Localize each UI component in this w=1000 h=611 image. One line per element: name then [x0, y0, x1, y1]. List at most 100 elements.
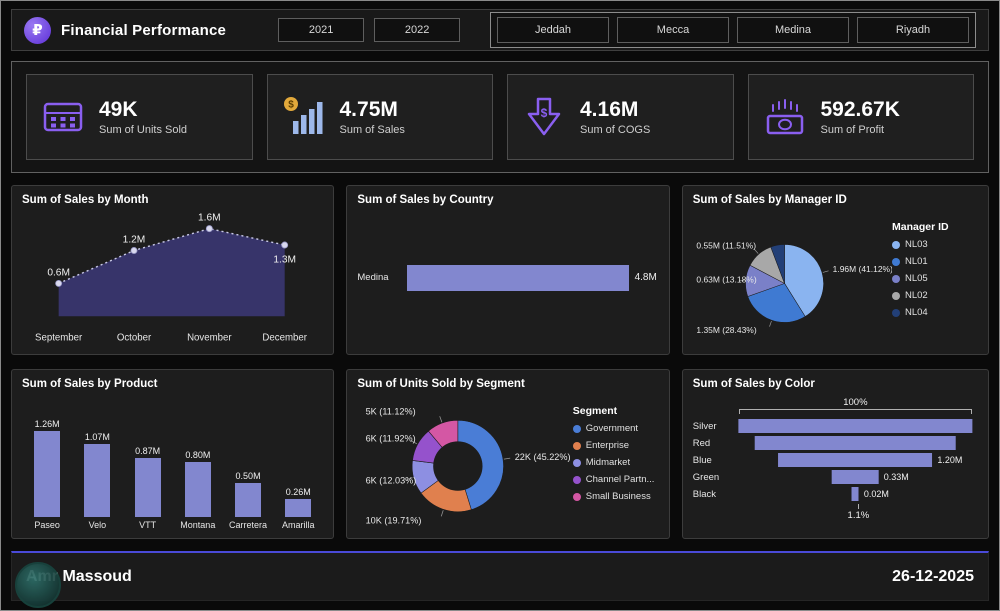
legend-item[interactable]: NL05 — [892, 273, 978, 284]
x-axis-label: Paseo — [34, 520, 60, 530]
data-point[interactable] — [205, 225, 213, 233]
x-axis-label: September — [35, 333, 83, 344]
kpi-card-cogs[interactable]: $ 4.16M Sum of COGS — [507, 74, 734, 160]
kpi-label: Sum of Profit — [820, 124, 885, 137]
funnel-bar[interactable] — [778, 453, 933, 467]
area-fill[interactable] — [58, 228, 285, 317]
legend-item[interactable]: Government — [572, 423, 659, 434]
legend-item[interactable]: NL01 — [892, 256, 978, 267]
card-sales-by-manager: Sum of Sales by Manager ID 1.96M (41.12%… — [681, 185, 989, 355]
data-label: 1.20M — [937, 455, 963, 465]
label-leader-line — [768, 320, 772, 327]
funnel-bar[interactable] — [738, 419, 972, 433]
bar[interactable] — [285, 499, 312, 517]
legend-label: NL05 — [905, 273, 928, 284]
legend-item[interactable]: Channel Partn... — [572, 474, 659, 485]
pie-slice[interactable] — [784, 244, 824, 317]
legend-item[interactable]: NL03 — [892, 239, 978, 250]
bar[interactable] — [184, 462, 211, 517]
bar[interactable] — [407, 264, 629, 291]
bar[interactable] — [84, 444, 111, 517]
year-slicer: 2021 2022 — [278, 18, 461, 42]
card-sales-by-color: Sum of Sales by Color 100% Silver Red Blue 1… — [681, 369, 989, 539]
bar-column: 1.07M Velo — [74, 432, 120, 530]
kpi-label: Sum of Units Sold — [99, 124, 188, 137]
city-button-mecca[interactable]: Mecca — [617, 17, 729, 43]
legend-item[interactable]: NL02 — [892, 290, 978, 301]
kpi-value: 4.75M — [339, 97, 398, 121]
data-point[interactable] — [55, 279, 63, 287]
kpi-card-profit[interactable]: 592.67K Sum of Profit — [747, 74, 974, 160]
legend-item[interactable]: NL04 — [892, 307, 978, 318]
kpi-card-units-sold[interactable]: 49K Sum of Units Sold — [26, 74, 253, 160]
bar[interactable] — [235, 483, 262, 517]
funnel-bottom-label: 1.1% — [739, 504, 978, 521]
label-leader-line — [406, 477, 414, 480]
pie-slice[interactable] — [770, 244, 785, 284]
bar-column: 0.87M VTT — [124, 446, 170, 530]
product-bar-plot: 1.26M Paseo 1.07M Velo 0.87M VTT 0.80M Montana 0… — [22, 393, 323, 530]
city-button-riyadh[interactable]: Riyadh — [857, 17, 969, 43]
bar[interactable] — [34, 431, 61, 517]
legend-dot-icon — [892, 257, 900, 266]
data-label: 6K (12.03%) — [366, 475, 417, 485]
legend-item[interactable]: Small Business — [572, 491, 659, 502]
data-label: 0.6M — [47, 267, 70, 278]
watermark-logo — [15, 562, 61, 608]
data-label: 1.1% — [847, 510, 870, 521]
funnel-bar[interactable] — [851, 487, 859, 501]
data-point[interactable] — [130, 247, 138, 254]
data-label: 0.55M (11.51%) — [696, 240, 756, 250]
data-label: 0.26M — [285, 487, 311, 497]
legend-dot-icon — [892, 274, 900, 283]
abacus-icon — [39, 93, 87, 141]
kpi-card-sales[interactable]: $ 4.75M Sum of Sales — [266, 74, 493, 160]
bar-track — [738, 419, 972, 433]
funnel-bar[interactable] — [755, 436, 956, 450]
data-label: 5K (11.12%) — [366, 407, 416, 417]
funnel-bar[interactable] — [832, 470, 879, 484]
pie-slice[interactable] — [747, 283, 806, 323]
card-sales-by-product: Sum of Sales by Product 1.26M Paseo 1.07M V… — [11, 369, 335, 539]
year-button-2022[interactable]: 2022 — [374, 18, 461, 42]
city-button-jeddah[interactable]: Jeddah — [497, 17, 609, 43]
chart-title: Sum of Sales by Month — [22, 194, 149, 206]
donut-hole — [433, 441, 483, 491]
legend-dot-icon — [892, 240, 900, 249]
card-units-by-segment: Sum of Units Sold by Segment 22K (45.22%… — [346, 369, 670, 539]
legend-dot-icon — [572, 424, 581, 433]
legend-label: Enterprise — [585, 440, 630, 451]
chart-legend: Segment Government Enterprise Midmarket Chan… — [572, 393, 659, 530]
funnel-row: Green 0.33M — [693, 470, 978, 484]
legend-label: Small Business — [585, 491, 651, 502]
bar[interactable] — [134, 458, 161, 517]
down-arrow-dollar-icon: $ — [520, 93, 568, 141]
chart-title: Sum of Units Sold by Segment — [357, 378, 525, 390]
x-axis-label: October — [117, 333, 152, 344]
country-bar-row: Medina 4.8M — [357, 209, 658, 346]
y-axis-label: Medina — [357, 272, 389, 283]
bar-column: 0.50M Carretera — [225, 471, 271, 530]
label-leader-line — [441, 510, 444, 517]
legend-dot-icon — [892, 308, 900, 317]
page-title: Financial Performance — [61, 21, 227, 39]
sales-by-month-chart: 0.6M September 1.2M October 1.6M November 1.3M… — [22, 209, 323, 346]
legend-item[interactable]: Enterprise — [572, 440, 659, 451]
legend-label: NL02 — [905, 290, 928, 301]
chart-title: Sum of Sales by Color — [692, 378, 815, 390]
data-point[interactable] — [281, 241, 289, 249]
sales-by-manager-chart: 1.96M (41.12%) 1.35M (28.43%) 0.63M (13.18… — [693, 209, 978, 346]
svg-text:$: $ — [541, 106, 548, 120]
year-button-2021[interactable]: 2021 — [278, 18, 365, 42]
footer-bar: Amr Massoud 26-12-2025 — [11, 551, 989, 601]
units-by-segment-chart: 22K (45.22%) 10K (19.71%) 6K (12.03%) 6K (1… — [357, 393, 658, 530]
kpi-label: Sum of Sales — [339, 124, 405, 137]
legend-title: Manager ID — [892, 221, 949, 233]
x-axis-label: December — [262, 333, 307, 344]
legend-item[interactable]: Midmarket — [572, 457, 659, 468]
chart-title: Sum of Sales by Country — [357, 194, 494, 206]
x-axis-label: Velo — [88, 520, 107, 530]
data-label: 1.35M (28.43%) — [696, 325, 756, 335]
chart-legend: Manager ID NL03 NL01 NL05 NL02 NL04 — [892, 209, 978, 346]
city-button-medina[interactable]: Medina — [737, 17, 849, 43]
